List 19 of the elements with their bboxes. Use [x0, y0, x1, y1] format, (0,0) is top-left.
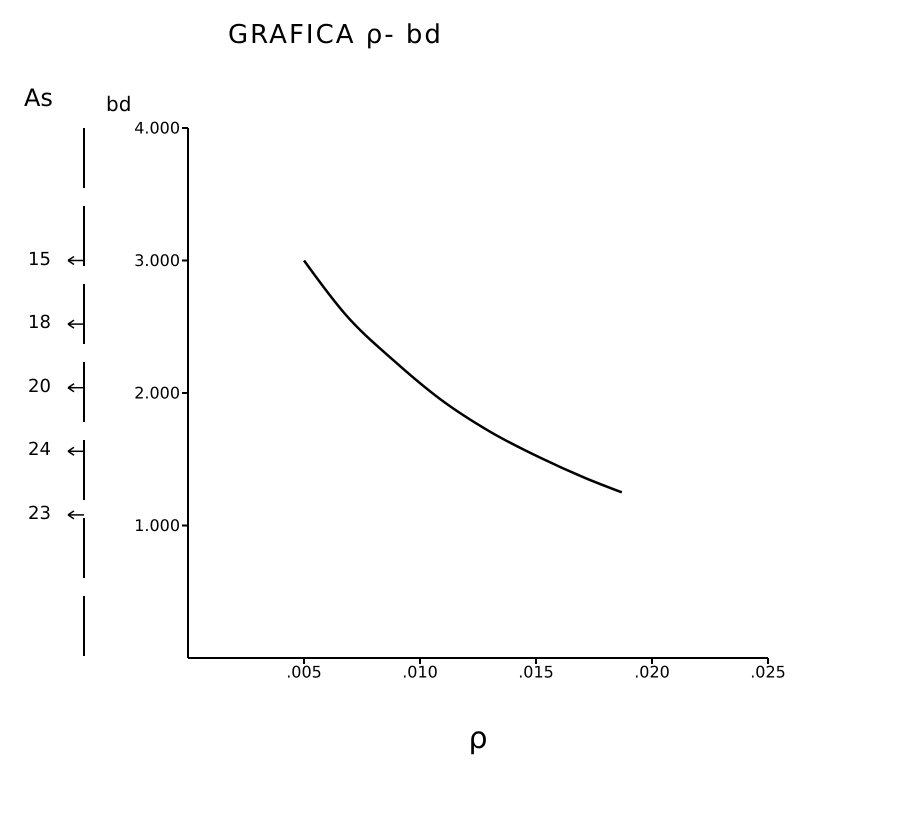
x-tick-label: .020 — [634, 662, 670, 682]
text: 24 — [28, 439, 51, 460]
text: As — [24, 84, 53, 112]
y-tick-label: 4.000 — [134, 118, 180, 138]
text: 15 — [28, 248, 51, 270]
x-tick-label: .025 — [750, 662, 786, 682]
y-axis-title: bd — [106, 92, 132, 116]
text: 23 — [28, 502, 51, 524]
x-tick-label: .015 — [518, 662, 554, 682]
text: 20 — [28, 376, 51, 397]
x-axis-title: ρ — [468, 721, 488, 756]
line-series — [302, 259, 624, 494]
y-tick-label: 2.000 — [134, 384, 180, 403]
y-tick-label: 1.000 — [134, 516, 180, 536]
y-tick-label: 3.000 — [134, 251, 180, 270]
chart-title: GRAFICA ρ- bd — [228, 20, 443, 50]
text: 18 — [28, 312, 51, 334]
x-tick-label: .010 — [402, 662, 438, 682]
x-tick-label: .005 — [286, 662, 322, 682]
